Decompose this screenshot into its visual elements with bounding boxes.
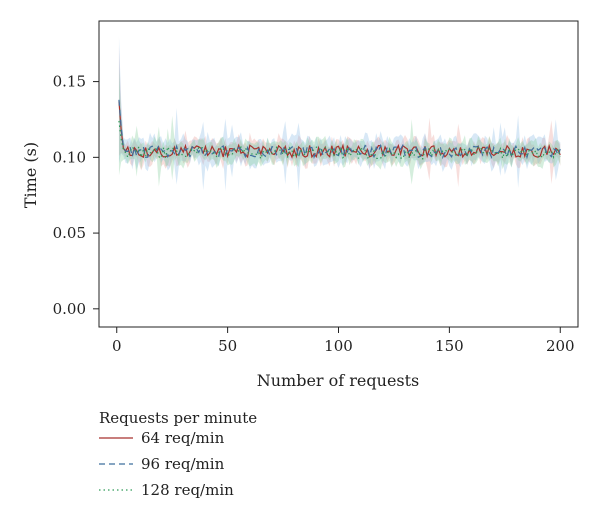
series-line <box>118 99 561 160</box>
series-lines <box>118 99 561 161</box>
legend-title: Requests per minute <box>99 409 257 427</box>
confidence-band <box>118 66 561 187</box>
y-tick-label: 0.15 <box>53 73 86 91</box>
x-tick-label: 50 <box>218 337 237 355</box>
confidence-band <box>118 36 561 192</box>
legend-label: 96 req/min <box>141 455 225 473</box>
x-tick-label: 100 <box>324 337 353 355</box>
x-tick-label: 150 <box>435 337 464 355</box>
x-tick-label: 200 <box>546 337 575 355</box>
y-axis-title: Time (s) <box>21 142 40 208</box>
y-tick-label: 0.00 <box>53 300 86 318</box>
y-tick-label: 0.10 <box>53 148 86 166</box>
y-axis: 0.00 0.05 0.10 0.15 <box>53 73 99 318</box>
x-axis: 0 50 100 150 200 <box>112 327 575 355</box>
plot-frame <box>98 20 579 328</box>
x-axis-title: Number of requests <box>257 371 420 390</box>
confidence-bands <box>118 36 561 192</box>
legend-label: 128 req/min <box>141 481 234 499</box>
x-tick-label: 0 <box>112 337 122 355</box>
legend-label: 64 req/min <box>141 429 225 447</box>
y-tick-label: 0.05 <box>53 224 86 242</box>
legend: Requests per minute 64 req/min 96 req/min… <box>99 409 257 499</box>
